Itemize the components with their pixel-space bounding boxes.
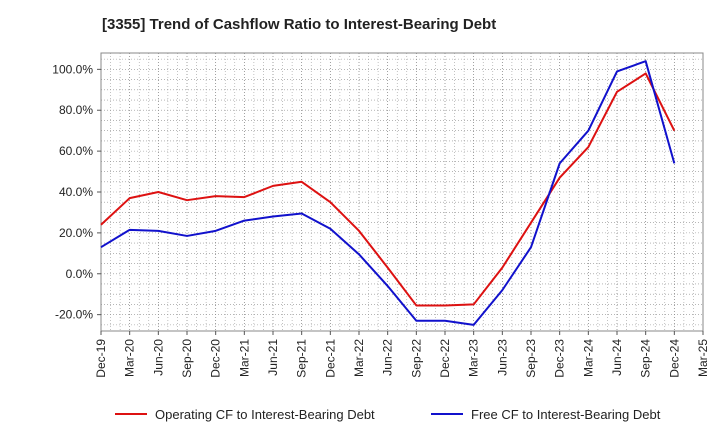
x-tick-label: Dec-21 — [323, 339, 337, 378]
series-line-2 — [100, 60, 676, 326]
x-tick-label: Jun-23 — [495, 339, 509, 376]
chart-title: [3355] Trend of Cashflow Ratio to Intere… — [102, 16, 496, 33]
x-tick-label: Mar-22 — [352, 339, 366, 377]
x-tick-label: Sep-24 — [639, 339, 653, 378]
y-tick-label: 40.0% — [59, 185, 93, 199]
x-tick-label: Mar-21 — [237, 339, 251, 377]
x-tick-label: Mar-25 — [696, 339, 710, 377]
legend: Operating CF to Interest-Bearing Debt Fre… — [115, 407, 661, 422]
x-tick-label: Mar-20 — [123, 339, 137, 377]
y-tick-label: -20.0% — [55, 308, 93, 322]
y-tick-label: 80.0% — [59, 103, 93, 117]
x-tick-label: Dec-20 — [209, 339, 223, 378]
x-tick-label: Dec-24 — [667, 339, 681, 378]
series-layer — [100, 60, 676, 326]
x-tick-label: Jun-20 — [151, 339, 165, 376]
x-tick-label: Mar-24 — [581, 339, 595, 377]
x-tick-label: Dec-19 — [94, 339, 108, 378]
legend-label-1: Operating CF to Interest-Bearing Debt — [155, 407, 375, 422]
y-tick-label: 0.0% — [66, 267, 94, 281]
x-tick-label: Dec-22 — [438, 339, 452, 378]
y-tick-label: 60.0% — [59, 144, 93, 158]
x-tick-label: Mar-23 — [467, 339, 481, 377]
axes: -20.0% 0.0% 20.0% 40.0% 60.0% 80.0% 100.0% Dec-… — [52, 52, 710, 378]
series-line-1 — [100, 72, 676, 307]
x-tick-label: Sep-22 — [409, 339, 423, 378]
x-tick-label: Jun-22 — [381, 339, 395, 376]
x-tick-label: Sep-20 — [180, 339, 194, 378]
grid — [101, 53, 703, 331]
x-tick-label: Sep-23 — [524, 339, 538, 378]
y-tick-label: 20.0% — [59, 226, 93, 240]
x-tick-label: Jun-21 — [266, 339, 280, 376]
x-tick-label: Jun-24 — [610, 339, 624, 376]
legend-label-2: Free CF to Interest-Bearing Debt — [471, 407, 661, 422]
x-tick-label: Sep-21 — [295, 339, 309, 378]
x-tick-label: Dec-23 — [553, 339, 567, 378]
y-tick-label: 100.0% — [52, 62, 93, 76]
